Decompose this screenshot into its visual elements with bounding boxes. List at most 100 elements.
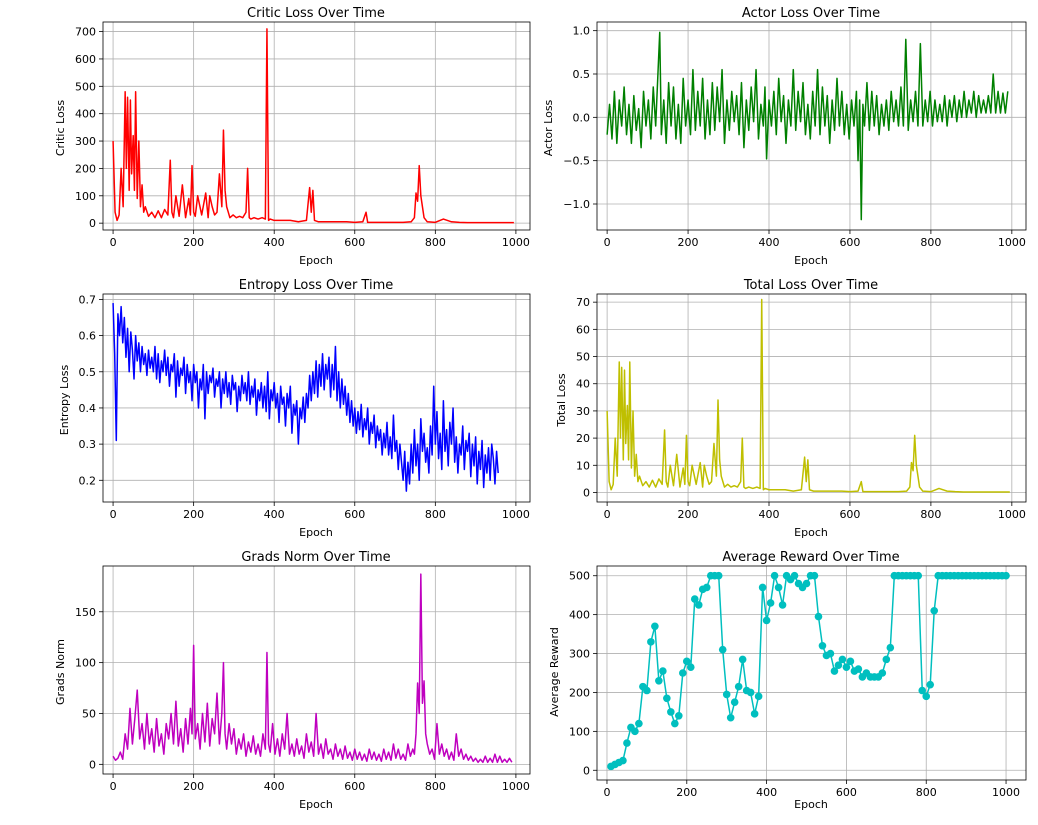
y-tick-label: 0 — [583, 486, 590, 499]
data-point — [878, 669, 887, 677]
chart-title: Critic Loss Over Time — [247, 6, 385, 21]
data-point — [802, 579, 811, 588]
y-tick-label: 700 — [75, 26, 96, 39]
data-point — [1002, 571, 1010, 580]
data-point — [750, 710, 759, 718]
data-point — [774, 583, 783, 592]
x-axis-label: Epoch — [794, 254, 828, 267]
x-tick-label: 1000 — [998, 236, 1026, 249]
data-point — [635, 719, 643, 728]
y-tick-label: 0.3 — [79, 438, 97, 451]
y-tick-label: 500 — [569, 570, 590, 583]
series-line — [606, 31, 1009, 221]
chart-title: Total Loss Over Time — [743, 278, 878, 293]
y-tick-label: 10 — [576, 459, 590, 472]
y-tick-label: 400 — [75, 108, 96, 121]
y-tick-label: 40 — [576, 378, 590, 391]
data-point — [790, 571, 799, 580]
data-point — [778, 601, 787, 609]
plot-frame — [102, 293, 531, 503]
y-tick-label: 0.5 — [79, 366, 97, 379]
y-axis-label: Total Loss — [555, 373, 568, 428]
x-tick-label: 0 — [110, 508, 117, 521]
y-tick-label: 200 — [569, 686, 590, 699]
data-point — [623, 739, 631, 747]
x-tick-label: 400 — [759, 508, 780, 521]
y-tick-label: 100 — [75, 657, 96, 670]
x-tick-label: 0 — [110, 780, 117, 793]
data-point — [619, 756, 627, 765]
x-tick-label: 200 — [183, 780, 204, 793]
x-axis-label: Epoch — [299, 254, 333, 267]
data-point — [842, 663, 851, 671]
y-tick-label: 50 — [576, 351, 590, 364]
data-point — [886, 643, 895, 652]
data-point — [738, 655, 747, 664]
data-point — [930, 606, 939, 615]
data-point — [766, 599, 775, 607]
x-tick-label: 800 — [920, 236, 941, 249]
y-tick-label: 0.5 — [573, 68, 591, 81]
data-point — [746, 688, 755, 697]
plot-frame — [596, 565, 1027, 781]
data-point — [918, 686, 927, 695]
data-point — [679, 669, 687, 677]
data-point — [926, 680, 935, 689]
data-point — [647, 638, 655, 646]
data-point — [667, 708, 675, 716]
data-point — [846, 657, 855, 666]
chart-title: Actor Loss Over Time — [742, 6, 880, 21]
x-tick-label: 400 — [264, 508, 285, 521]
data-point — [714, 571, 723, 580]
series-line — [606, 298, 1010, 493]
y-tick-label: 150 — [75, 606, 96, 619]
x-tick-label: 200 — [676, 786, 697, 799]
data-point — [762, 616, 771, 625]
x-tick-label: 1000 — [502, 508, 530, 521]
x-tick-label: 600 — [344, 780, 365, 793]
data-point — [631, 727, 639, 736]
x-tick-label: 1000 — [502, 236, 530, 249]
x-tick-label: 0 — [604, 508, 611, 521]
y-tick-label: 300 — [75, 135, 96, 148]
chart-title: Average Reward Over Time — [722, 550, 899, 565]
data-point — [651, 622, 659, 631]
x-tick-label: 0 — [604, 236, 611, 249]
x-tick-label: 400 — [759, 236, 780, 249]
y-tick-label: 100 — [569, 725, 590, 738]
data-point — [818, 641, 827, 650]
y-tick-label: −0.5 — [563, 155, 590, 168]
data-point — [854, 665, 863, 673]
data-point — [659, 667, 667, 675]
x-tick-label: 1000 — [502, 780, 530, 793]
y-axis-label: Actor Loss — [542, 99, 555, 156]
total-loss-chart: Total Loss Over Time Epoch Total Loss 0 2… — [555, 278, 1027, 539]
data-point — [682, 657, 691, 666]
y-tick-label: 50 — [82, 707, 96, 720]
series-line — [112, 28, 514, 224]
y-tick-label: 500 — [75, 80, 96, 93]
data-point — [726, 713, 735, 722]
x-tick-label: 400 — [264, 236, 285, 249]
data-point — [922, 692, 931, 701]
series-line — [112, 303, 499, 492]
data-point — [914, 571, 923, 580]
y-tick-label: 600 — [75, 53, 96, 66]
plot-frame — [102, 565, 531, 775]
actor-loss-chart: Actor Loss Over Time Epoch Actor Loss 0 2… — [542, 6, 1027, 267]
y-tick-label: 0.0 — [573, 111, 591, 124]
y-tick-label: 0.2 — [79, 474, 97, 487]
data-point — [882, 655, 891, 664]
y-tick-label: 0 — [583, 764, 590, 777]
y-tick-label: 200 — [75, 162, 96, 175]
x-tick-label: 200 — [678, 508, 699, 521]
y-tick-label: 0.7 — [79, 293, 97, 306]
x-axis-label: Epoch — [299, 798, 333, 811]
x-tick-label: 400 — [264, 780, 285, 793]
plot-frame — [102, 21, 531, 231]
y-tick-label: 1.0 — [573, 25, 591, 38]
x-tick-label: 400 — [756, 786, 777, 799]
data-point — [690, 595, 699, 603]
x-tick-label: 200 — [678, 236, 699, 249]
